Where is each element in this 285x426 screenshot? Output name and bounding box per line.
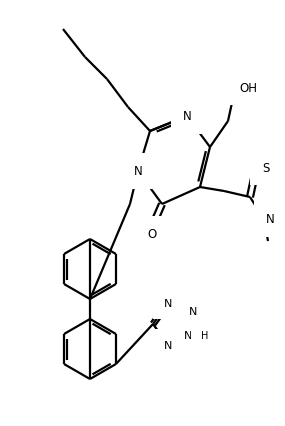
Text: OH: OH bbox=[239, 81, 257, 94]
Text: N: N bbox=[183, 110, 191, 123]
Text: N: N bbox=[134, 165, 142, 178]
Text: N: N bbox=[164, 340, 172, 350]
Text: S: S bbox=[262, 161, 269, 174]
Text: N: N bbox=[184, 330, 192, 340]
Text: N: N bbox=[189, 306, 197, 317]
Text: N: N bbox=[164, 298, 172, 308]
Text: N: N bbox=[266, 213, 275, 226]
Text: H: H bbox=[201, 330, 208, 340]
Text: O: O bbox=[147, 228, 157, 241]
